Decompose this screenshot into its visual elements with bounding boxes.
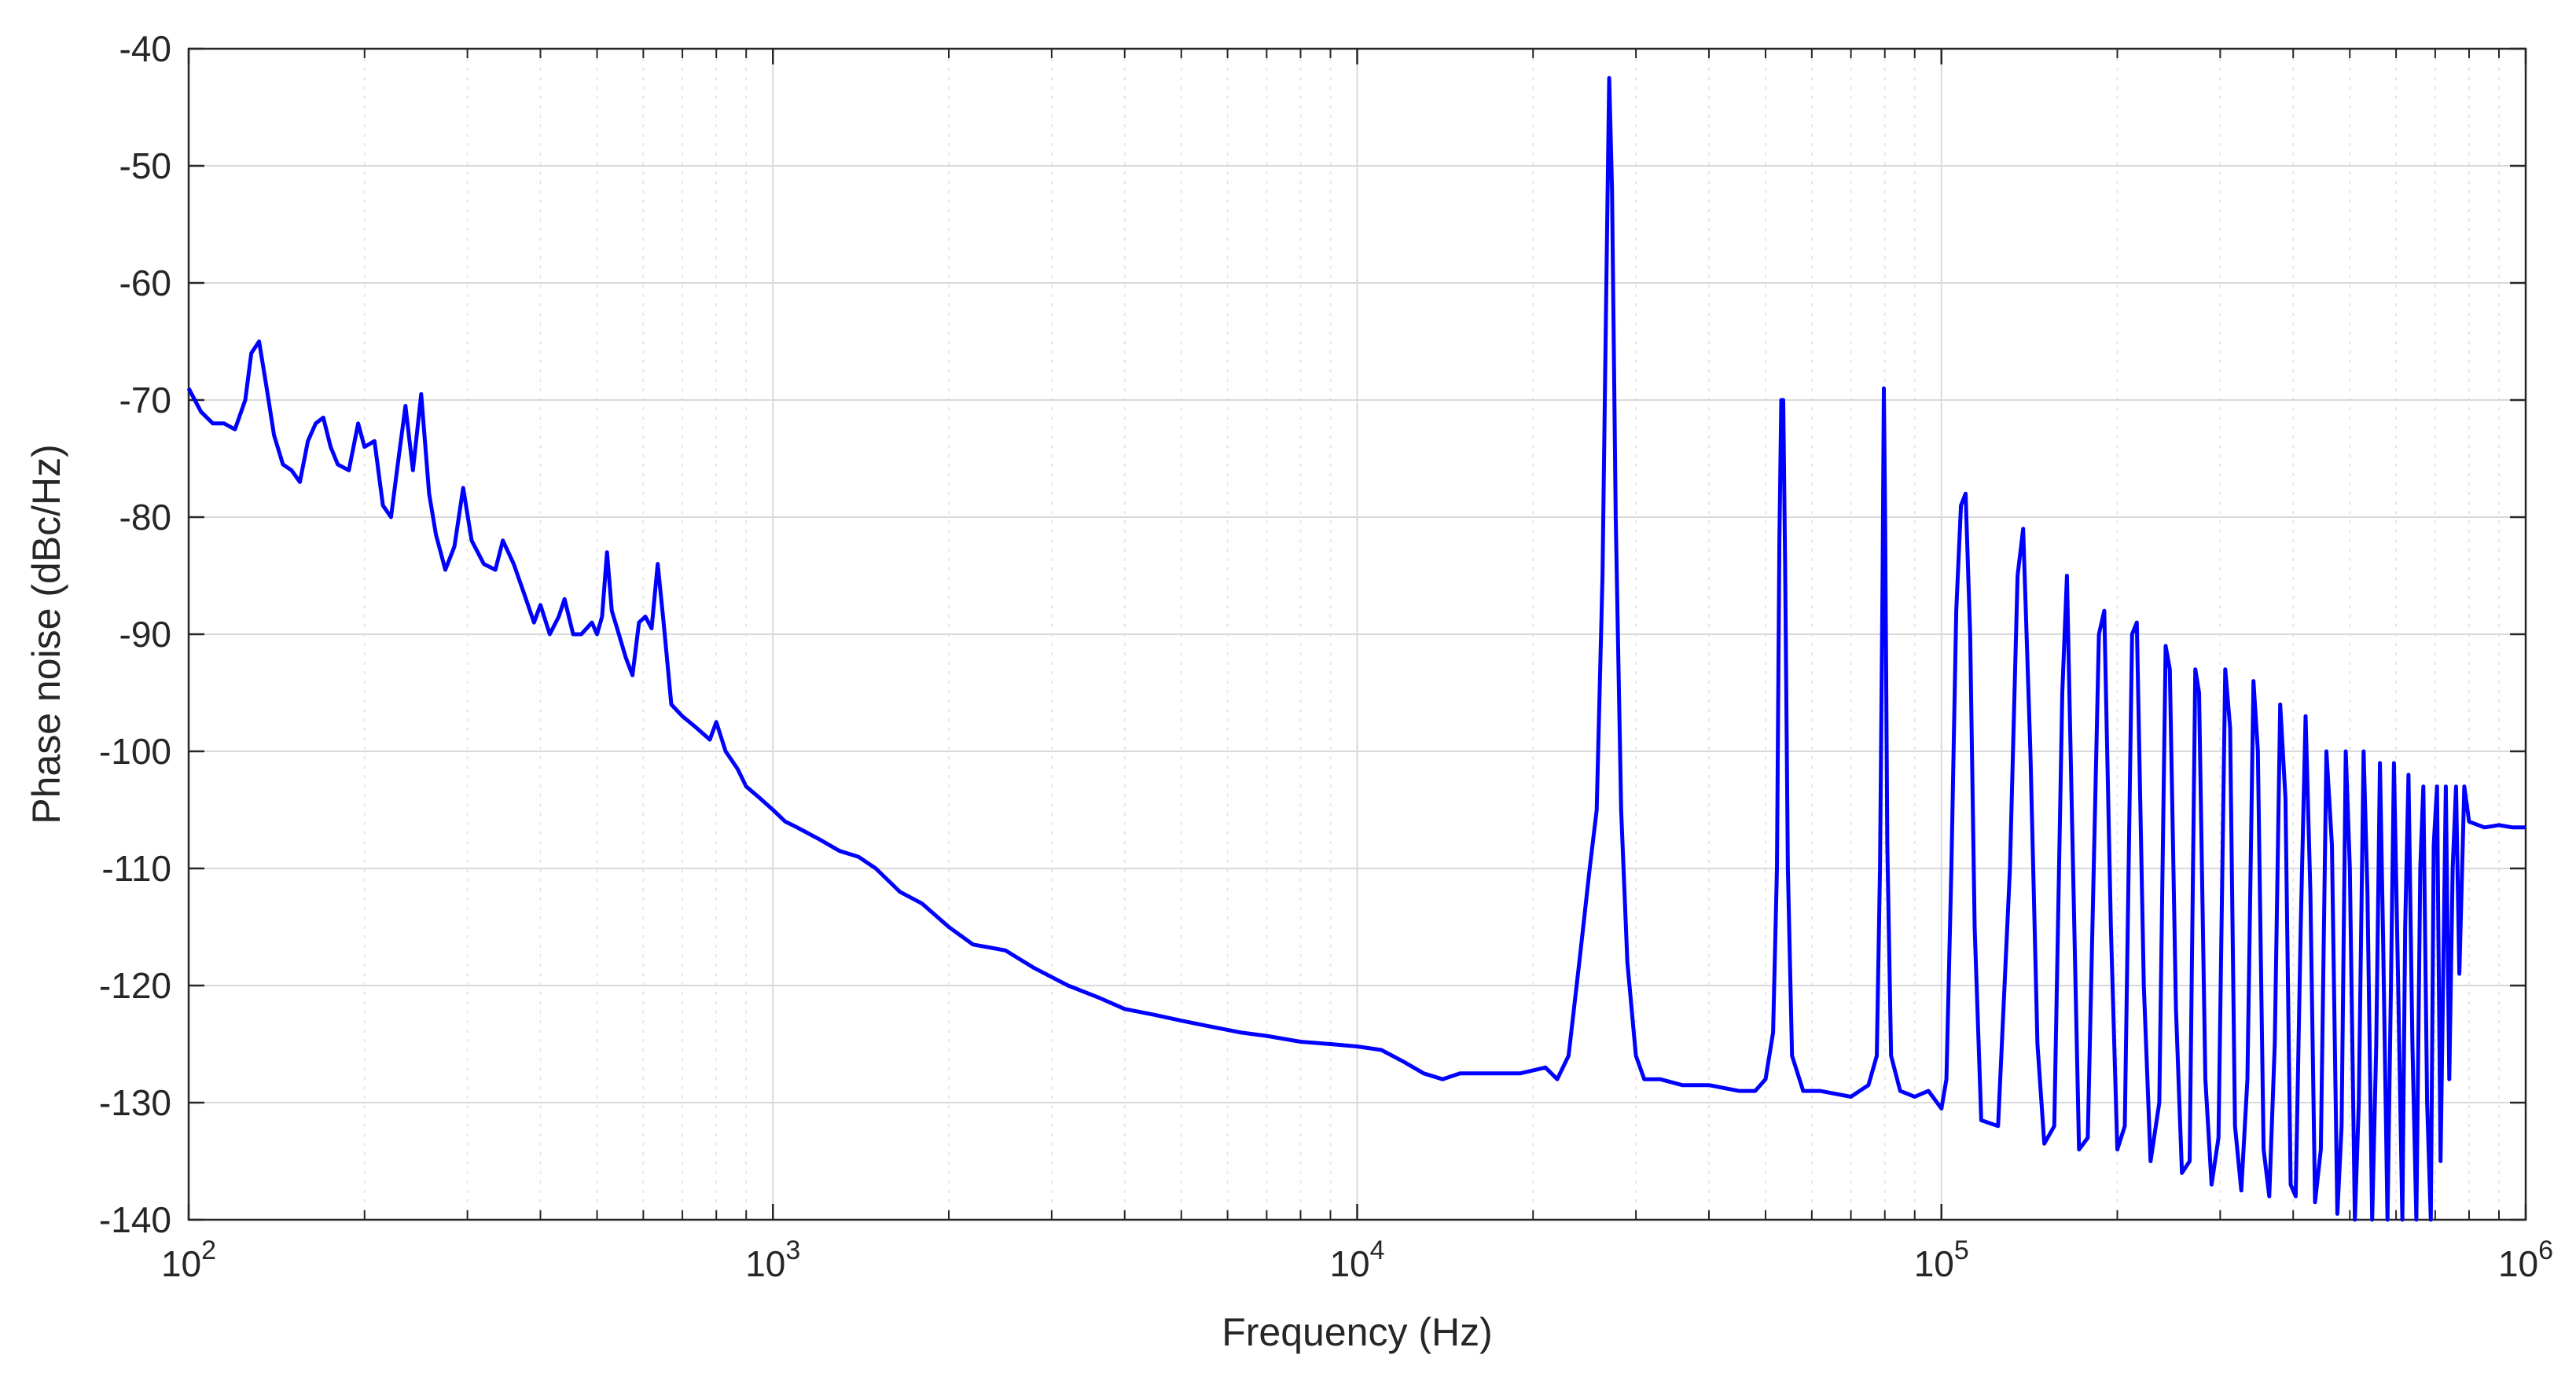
x-tick-label: 102 [161, 1235, 216, 1284]
y-tick-label: -130 [99, 1082, 171, 1123]
x-tick-label: 103 [745, 1235, 800, 1284]
y-tick-label: -110 [101, 848, 171, 889]
series-line-phase-noise [186, 75, 2526, 1222]
y-tick-label: -120 [99, 965, 171, 1006]
y-tick-label: -80 [119, 497, 171, 538]
y-tick-label: -90 [119, 614, 171, 655]
x-tick-labels: 102 103 104 105 106 [161, 1235, 2553, 1284]
y-tick-label: -60 [119, 262, 171, 303]
x-axis-label: Frequency (Hz) [1222, 1310, 1493, 1354]
y-tick-labels: -40 -50 -60 -70 -80 -90 -100 -110 -120 -130 -140 [99, 28, 171, 1240]
y-tick-label: -50 [119, 145, 171, 186]
x-tick-label: 106 [2498, 1235, 2553, 1284]
axis-ticks [187, 47, 2527, 1221]
y-tick-label: -100 [99, 731, 171, 772]
x-tick-label: 104 [1329, 1235, 1384, 1284]
y-tick-label: -70 [119, 380, 171, 420]
y-axis-label: Phase noise (dBc/Hz) [24, 444, 68, 824]
x-tick-label: 105 [1914, 1235, 1969, 1284]
y-tick-label: -40 [119, 28, 171, 69]
y-tick-label: -140 [99, 1199, 171, 1240]
